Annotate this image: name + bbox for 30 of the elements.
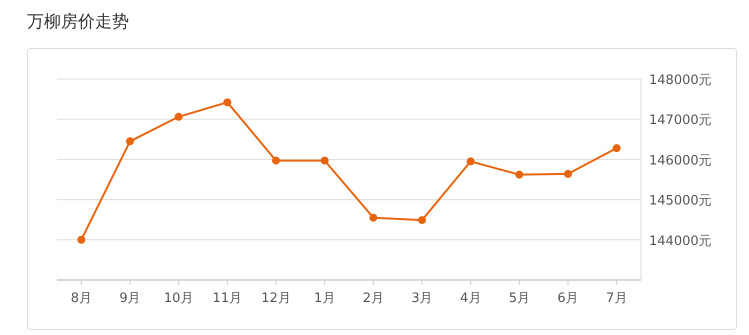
point — [515, 170, 524, 179]
point — [418, 216, 426, 224]
point — [320, 156, 329, 165]
x-tick-label: 12月 — [261, 291, 291, 306]
y-tick-label: 146000元 — [649, 153, 712, 168]
chart-title: 万柳房价走势 — [27, 12, 129, 32]
x-tick-label: 1月 — [314, 291, 336, 306]
point — [272, 156, 280, 165]
point — [77, 236, 86, 244]
x-tick-label: 11月 — [212, 291, 242, 306]
x-tick-label: 7月 — [606, 291, 628, 306]
y-tick-label: 147000元 — [649, 113, 712, 128]
x-tick-label: 6月 — [557, 291, 579, 306]
point — [564, 170, 572, 178]
x-tick-label: 9月 — [119, 291, 141, 306]
x-tick-label: 10月 — [164, 291, 194, 306]
x-tick-label: 4月 — [460, 291, 482, 306]
point — [126, 137, 134, 146]
x-tick-label: 2月 — [362, 291, 384, 306]
y-tick-label: 145000元 — [649, 194, 712, 209]
point — [174, 112, 183, 121]
point — [369, 214, 378, 222]
x-tick-label: 3月 — [411, 291, 433, 306]
point — [466, 157, 475, 166]
point — [612, 144, 621, 152]
y-tick-label: 148000元 — [649, 73, 712, 88]
y-tick-label: 144000元 — [649, 234, 712, 249]
x-tick-label: 8月 — [70, 291, 92, 306]
point — [223, 98, 232, 106]
x-tick-label: 5月 — [508, 291, 530, 306]
